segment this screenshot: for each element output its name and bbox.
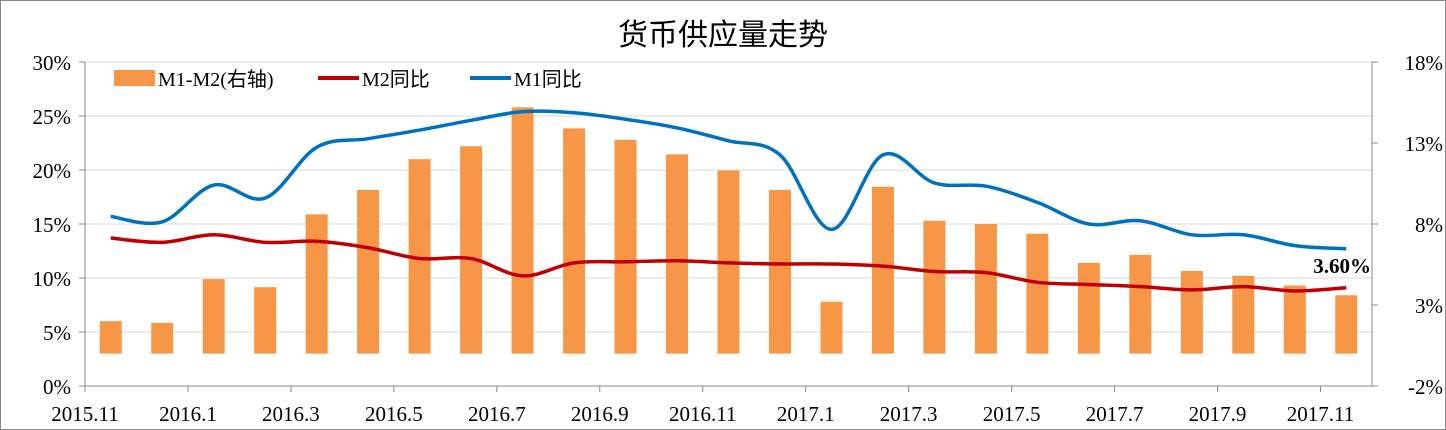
left-tick-label: 30% xyxy=(33,51,72,75)
bar-2017.6 xyxy=(1077,262,1100,354)
bar-2016.9 xyxy=(614,139,637,354)
left-tick-label: 25% xyxy=(33,105,72,129)
x-tick-label: 2015.11 xyxy=(51,402,118,426)
x-tick-label: 2016.5 xyxy=(365,402,423,426)
bar-2016.10 xyxy=(666,154,689,354)
left-tick-label: 15% xyxy=(33,213,72,237)
right-tick-label: 3% xyxy=(1415,294,1443,318)
data-label-3-60: 3.60% xyxy=(1313,254,1371,278)
left-tick-label: 5% xyxy=(43,321,71,345)
x-tick-label: 2016.9 xyxy=(571,402,629,426)
line-m2 xyxy=(110,233,1347,293)
bar-2016.7 xyxy=(511,107,534,354)
legend-swatch-bar xyxy=(114,70,155,86)
line-m1 xyxy=(110,109,1347,251)
bar-2016.12 xyxy=(768,189,791,354)
right-tick-label: 13% xyxy=(1405,132,1444,156)
x-tick-label: 2016.1 xyxy=(159,402,217,426)
bar-2017.9 xyxy=(1232,275,1255,354)
legend-label-bar: M1-M2(右轴) xyxy=(158,68,274,91)
bar-2017.8 xyxy=(1180,270,1203,354)
bar-2016.3 xyxy=(305,214,328,354)
chart-title: 货币供应量走势 xyxy=(618,19,828,52)
x-tick-label: 2016.3 xyxy=(262,402,320,426)
x-tick-label: 2017.7 xyxy=(1086,402,1144,426)
legend-label-m2: M2同比 xyxy=(362,68,430,91)
bar-2016.4 xyxy=(357,189,380,354)
bar-2016.6 xyxy=(460,146,483,354)
bar-2017.7 xyxy=(1129,254,1152,354)
right-tick-label: 18% xyxy=(1405,51,1444,75)
bar-2016.8 xyxy=(563,128,586,354)
bar-2016.1 xyxy=(202,279,225,354)
bar-2017.2 xyxy=(871,186,894,354)
x-tick-label: 2017.3 xyxy=(880,402,938,426)
bar-2017.5 xyxy=(1026,233,1049,354)
left-tick-label: 20% xyxy=(33,159,72,183)
bar-2016.2 xyxy=(254,287,277,354)
left-tick-label: 0% xyxy=(43,375,71,399)
x-tick-label: 2016.11 xyxy=(669,402,736,426)
legend: M1-M2(右轴) M2同比 M1同比 xyxy=(114,68,582,91)
bar-2017.11 xyxy=(1335,295,1358,354)
bar-2015.12 xyxy=(151,322,174,354)
legend-label-m1: M1同比 xyxy=(514,68,582,91)
right-tick-label: 8% xyxy=(1415,213,1443,237)
bar-2017.4 xyxy=(974,224,997,354)
x-tick-label: 2017.9 xyxy=(1189,402,1247,426)
bar-2017.3 xyxy=(923,220,946,354)
x-tick-label: 2017.1 xyxy=(777,402,835,426)
bar-2016.5 xyxy=(408,159,431,354)
bar-2017.1 xyxy=(820,301,843,354)
left-tick-label: 10% xyxy=(33,267,72,291)
x-tick-label: 2017.11 xyxy=(1287,402,1354,426)
bar-2015.11 xyxy=(99,321,122,354)
x-tick-label: 2016.7 xyxy=(468,402,526,426)
bar-2017.10 xyxy=(1283,285,1306,354)
x-tick-label: 2017.5 xyxy=(983,402,1041,426)
right-tick-label: -2% xyxy=(1408,375,1443,399)
